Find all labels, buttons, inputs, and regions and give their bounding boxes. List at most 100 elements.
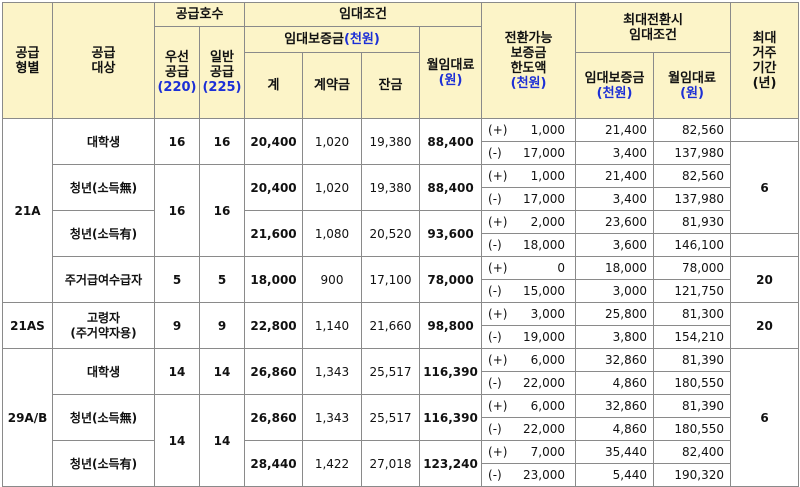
rent-cell: 93,600 [418,210,483,257]
max-rent-cell: 81,390 [653,348,732,372]
convertible-limit-label: 전환가능 보증금 한도액 [504,30,553,76]
target-cell: 청년(소득無) [52,394,155,441]
table-row: 주거급여수급자 5 5 18,000 900 17,100 78,000 (+)… [3,256,800,303]
deposit-label: 임대보증금 [284,32,344,47]
rent-cell: 98,800 [418,302,483,349]
header-supply-target: 공급 대상 [52,2,155,119]
max-deposit-cell: 4,860 [575,371,655,395]
max-deposit-cell: 32,860 [575,394,655,418]
max-residence-label: 최대 거주 기간 [752,30,777,76]
target-cell: 청년(소득有) [52,210,155,257]
limit-cell: 7,000 [507,440,577,464]
limit-cell: 18,000 [507,233,577,257]
limit-cell: 22,000 [507,371,577,395]
sign-cell: (-) [481,371,508,395]
header-deposit: 임대보증금(천원) [244,26,420,53]
balance-cell: 25,517 [361,348,420,395]
total-cell: 28,440 [244,440,303,487]
target-cell: 대학생 [52,118,155,165]
max-rent-cell: 121,750 [653,279,732,303]
sign-cell: (-) [481,325,508,349]
max-deposit-cell: 3,000 [575,279,655,303]
sign-cell: (+) [481,348,508,372]
limit-cell: 1,000 [507,118,577,142]
max-deposit-cell: 4,860 [575,417,655,441]
target-cell: 청년(소득有) [52,440,155,487]
table-row: (-) 18,000 3,600 146,100 [3,233,800,257]
residence-cell: 6 [730,141,800,234]
header-supply-type: 공급 형별 [2,2,53,119]
balance-cell: 19,380 [361,118,420,165]
max-rent-cell: 180,550 [653,371,732,395]
max-rent-label: 월임대료 [668,70,716,86]
limit-cell: 22,000 [507,417,577,441]
balance-cell: 25,517 [361,394,420,441]
header-monthly-rent: 월임대료 (원) [418,26,483,119]
general-cell: 9 [199,302,245,349]
priority-cell: 16 [154,118,200,165]
max-rent-cell: 81,930 [653,210,732,234]
residence-cell: 20 [730,256,800,303]
priority-cell: 9 [154,302,200,349]
type-21as: 21AS [2,302,53,349]
sign-cell: (-) [481,187,508,211]
balance-cell: 17,100 [361,256,420,303]
table-row: (-) 17,000 3,400 137,980 [3,187,799,211]
table-row: (-) 17,000 3,400 137,980 6 [3,141,800,234]
max-rent-cell: 81,300 [653,302,732,326]
convertible-limit-unit: (천원) [510,75,547,91]
max-deposit-cell: 25,800 [575,302,655,326]
balance-cell: 27,018 [361,440,420,487]
general-cell: 5 [199,256,245,303]
max-rent-cell: 81,390 [653,394,732,418]
contract-cell: 1,343 [302,394,362,441]
max-rent-unit: (원) [680,85,704,101]
general-cell: 14 [199,394,245,487]
max-rent-cell: 78,000 [653,256,732,280]
limit-cell: 6,000 [507,394,577,418]
max-rent-cell: 154,210 [653,325,732,349]
limit-cell: 3,000 [507,302,577,326]
sign-cell: (-) [481,233,508,257]
priority-cell: 14 [154,394,200,487]
max-rent-cell: 82,560 [653,164,732,188]
rent-cell: 88,400 [418,164,483,211]
residence-cell [730,233,800,257]
max-deposit-label: 임대보증금 [584,70,645,86]
header-priority-supply: 우선 공급 (220) [154,26,200,119]
sign-cell: (+) [481,440,508,464]
contract-cell: 900 [302,256,362,303]
total-cell: 26,860 [244,348,303,395]
contract-cell: 1,140 [302,302,362,349]
max-deposit-cell: 35,440 [575,440,655,464]
header-max-rent: 월임대료 (원) [653,52,732,119]
sign-cell: (-) [481,279,508,303]
sign-cell: (+) [481,302,508,326]
table-row: (-) 15,000 3,000 121,750 [3,279,799,303]
header-general-supply: 일반 공급 (225) [199,26,245,119]
max-deposit-cell: 3,400 [575,141,655,165]
sign-cell: (+) [481,164,508,188]
type-21a: 21A [2,118,53,303]
total-cell: 26,860 [244,394,303,441]
header-max-conversion: 최대전환시 임대조건 [575,2,732,53]
max-rent-cell: 180,550 [653,417,732,441]
header-supply-units: 공급호수 [154,2,245,27]
sign-cell: (+) [481,118,508,142]
table-row: 21A 대학생 16 16 20,400 1,020 19,380 88,400… [2,118,800,303]
max-deposit-cell: 21,400 [575,118,655,142]
max-deposit-cell: 21,400 [575,164,655,188]
total-cell: 21,600 [244,210,303,257]
rent-cell: 123,240 [418,440,483,487]
balance-cell: 21,660 [361,302,420,349]
limit-cell: 23,000 [507,463,577,487]
priority-count: (220) [157,80,197,95]
max-deposit-cell: 32,860 [575,348,655,372]
header-balance: 잔금 [361,52,420,119]
max-rent-cell: 146,100 [653,233,732,257]
table-row: 청년(소득有) 28,440 1,422 27,018 123,240 (+) … [3,440,799,487]
target-cell: 대학생 [52,348,155,395]
residence-cell: 20 [730,302,800,349]
sign-cell: (+) [481,394,508,418]
